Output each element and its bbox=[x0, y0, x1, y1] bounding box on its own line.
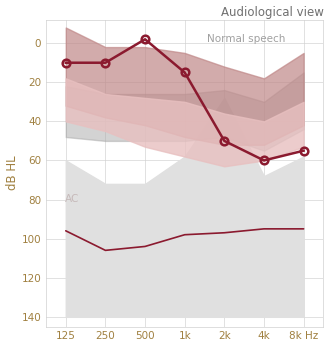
Text: AC: AC bbox=[65, 194, 80, 204]
Y-axis label: dB HL: dB HL bbox=[6, 156, 18, 191]
Text: Audiological view: Audiological view bbox=[220, 6, 323, 18]
Text: Normal speech: Normal speech bbox=[207, 34, 285, 43]
